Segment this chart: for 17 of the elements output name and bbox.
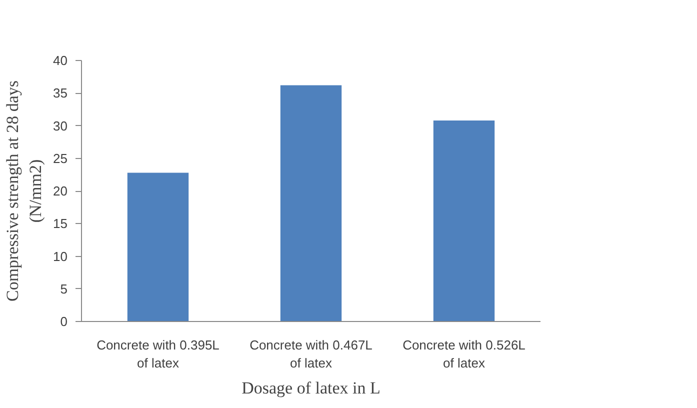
x-tick-label: Concrete with 0.526L of latex — [402, 338, 526, 370]
y-tick-label: 25 — [53, 150, 68, 166]
x-tick-label: Concrete with 0.395L of latex — [96, 338, 220, 370]
y-axis-title: Compressive strength at 28 days (N/mm2) — [3, 80, 46, 302]
y-tick-label: 40 — [53, 53, 68, 68]
y-tick-label: 0 — [60, 314, 68, 329]
y-tick-label: 35 — [53, 86, 68, 101]
y-tick-label: 15 — [53, 216, 68, 232]
y-tick-label: 10 — [53, 248, 68, 264]
y-tick-label: 5 — [60, 281, 68, 296]
bar — [127, 172, 189, 322]
bar — [280, 85, 342, 322]
x-axis-title: Dosage of latex in L — [242, 378, 380, 398]
x-tick-label: Concrete with 0.467L of latex — [250, 338, 372, 370]
y-tick-label: 20 — [53, 184, 68, 198]
y-tick-label: 30 — [53, 118, 68, 134]
bar — [433, 120, 495, 322]
